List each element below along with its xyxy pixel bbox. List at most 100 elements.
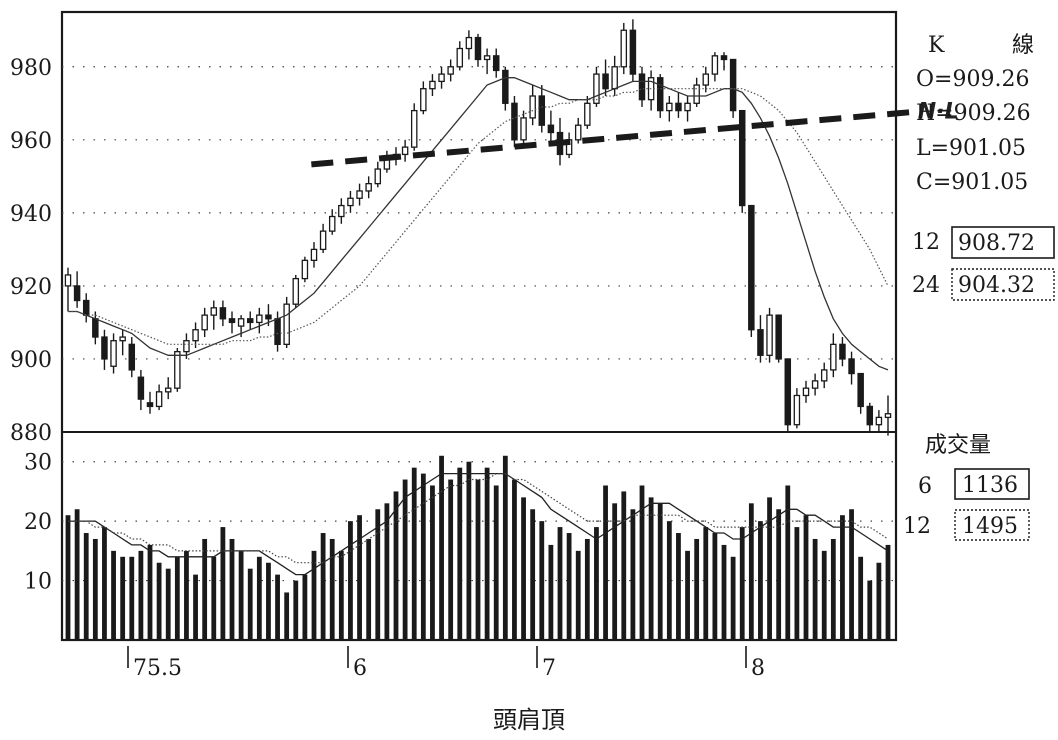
volume-bar — [885, 544, 891, 640]
ohlc-close: C=901.05 — [916, 170, 1028, 195]
volume-bar — [348, 521, 353, 640]
candle — [593, 66, 600, 107]
volume-bar — [111, 550, 116, 640]
volume-bar — [502, 455, 508, 640]
candle — [738, 109, 746, 213]
candle — [101, 329, 108, 370]
k-title-letter: K — [928, 33, 945, 58]
ma24-value: 904.32 — [958, 273, 1035, 298]
candle-body-up — [192, 329, 199, 342]
kline-y-tick-label: 980 — [10, 56, 52, 81]
candle-body-up — [183, 340, 190, 353]
candle — [155, 384, 163, 411]
volume-bar — [584, 538, 590, 640]
candle-body-up — [766, 314, 773, 356]
candle-body-up — [119, 336, 126, 342]
candle-body-up — [64, 274, 72, 287]
candle-body-down — [638, 73, 646, 101]
candle-body-down — [265, 314, 272, 320]
candle — [137, 369, 145, 411]
candle-body-down — [720, 55, 728, 61]
candle-body-down — [784, 358, 792, 426]
candle-body-up — [520, 117, 527, 141]
candle-body-up — [793, 394, 801, 426]
candle — [820, 362, 828, 389]
candle-body-up — [820, 369, 828, 382]
ma12-value: 908.72 — [958, 231, 1035, 256]
vol-ma6-period-label: 6 — [918, 474, 932, 499]
candle-body-up — [256, 314, 263, 324]
neckline-group: N·L — [311, 99, 959, 168]
volume-bar — [685, 550, 690, 640]
volume-bar — [803, 515, 809, 640]
volume-bar — [266, 562, 271, 640]
volume-bar — [448, 479, 454, 640]
volume-bar — [767, 497, 772, 640]
volume-bar — [612, 503, 618, 640]
candle-body-down — [474, 36, 482, 61]
candle — [210, 300, 218, 330]
candle-body-up — [410, 109, 418, 148]
candle — [866, 402, 874, 432]
vol-ma12-value: 1495 — [962, 514, 1018, 539]
volume-bar — [575, 550, 581, 640]
volume-bar — [83, 533, 89, 640]
candle — [292, 274, 300, 308]
candle-body-up — [347, 197, 354, 207]
volume-bar — [420, 473, 426, 640]
volume-bar — [557, 527, 563, 640]
candle-body-down — [547, 124, 555, 134]
candle-body-up — [174, 351, 181, 389]
volume-bar — [193, 574, 198, 640]
kline-moving-averages — [68, 77, 889, 371]
volume-bar — [402, 479, 408, 640]
candle — [420, 81, 427, 115]
candle-body-up — [356, 190, 363, 199]
volume-bar — [821, 550, 827, 640]
candle-body-up — [328, 215, 336, 232]
volume-y-tick-label: 20 — [24, 510, 52, 535]
volume-bar — [639, 485, 645, 640]
candle-body-up — [319, 230, 327, 251]
volume-bar — [739, 527, 745, 640]
candle-body-down — [839, 343, 846, 360]
candle — [565, 132, 573, 159]
volume-bar — [411, 467, 417, 640]
volume-bar — [439, 455, 444, 640]
volume-bar — [156, 562, 162, 640]
volume-bar — [703, 527, 709, 640]
volume-y-tick-labels: 30 20 10 — [24, 451, 52, 595]
candle — [246, 311, 254, 330]
volume-bar — [457, 467, 463, 640]
volume-bar — [329, 538, 335, 640]
volume-bar — [876, 562, 882, 640]
volume-bar — [247, 568, 253, 640]
volume-bar-series — [65, 455, 891, 640]
volume-bar — [694, 538, 700, 640]
volume-bar — [794, 527, 800, 640]
volume-bar — [229, 538, 235, 640]
volume-bar — [867, 580, 873, 640]
volume-bar — [630, 509, 636, 640]
candle-body-down — [492, 55, 500, 72]
k-title-line-char: 線 — [1012, 33, 1034, 58]
candlestick-series — [64, 19, 892, 436]
candle-body-up — [365, 183, 372, 192]
candle-body-down — [128, 343, 136, 371]
candle-body-down — [866, 405, 874, 426]
volume-bar — [338, 550, 344, 640]
candle-body-up — [802, 387, 810, 397]
candle — [447, 59, 454, 82]
candle-body-up — [164, 387, 172, 393]
candle — [711, 52, 719, 82]
candle — [374, 161, 382, 188]
volume-bar — [202, 538, 208, 640]
ma12-value-box — [951, 226, 1055, 259]
kline-y-tick-label: 940 — [10, 202, 52, 227]
volume-bar — [147, 544, 153, 640]
candle — [857, 372, 864, 414]
candle-body-down — [73, 285, 81, 302]
volume-bar — [92, 538, 98, 640]
candle-body-up — [529, 95, 536, 119]
ma12-line — [68, 77, 889, 371]
